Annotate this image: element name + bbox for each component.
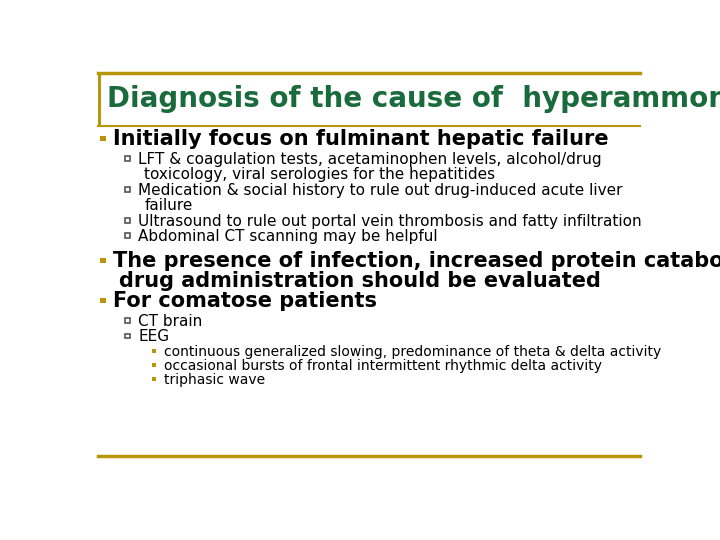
Bar	[125, 318, 130, 323]
Text: triphasic wave: triphasic wave	[163, 373, 265, 387]
Bar	[100, 258, 106, 263]
Text: CT brain: CT brain	[138, 314, 202, 329]
Text: Abdominal CT scanning may be helpful: Abdominal CT scanning may be helpful	[138, 229, 438, 244]
Bar	[100, 136, 106, 141]
Text: toxicology, viral serologies for the hepatitides: toxicology, viral serologies for the hep…	[144, 167, 495, 183]
Bar	[125, 157, 130, 161]
Text: occasional bursts of frontal intermittent rhythmic delta activity: occasional bursts of frontal intermitten…	[163, 359, 602, 373]
Text: For comatose patients: For comatose patients	[113, 291, 377, 311]
Bar	[125, 233, 130, 238]
Bar	[125, 187, 130, 192]
Bar	[98, 72, 101, 126]
Text: LFT & coagulation tests, acetaminophen levels, alcohol/drug: LFT & coagulation tests, acetaminophen l…	[138, 152, 602, 167]
Text: Initially focus on fulminant hepatic failure: Initially focus on fulminant hepatic fai…	[113, 130, 609, 150]
Text: Ultrasound to rule out portal vein thrombosis and fatty infiltration: Ultrasound to rule out portal vein throm…	[138, 214, 642, 228]
Text: continuous generalized slowing, predominance of theta & delta activity: continuous generalized slowing, predomin…	[163, 345, 661, 359]
Bar	[152, 349, 156, 353]
Bar	[152, 363, 156, 367]
Bar	[152, 377, 156, 381]
Text: Medication & social history to rule out drug-induced acute liver: Medication & social history to rule out …	[138, 183, 623, 198]
Bar	[125, 334, 130, 338]
Text: Diagnosis of the cause of  hyperammonem: Diagnosis of the cause of hyperammonem	[107, 85, 720, 113]
Bar	[125, 218, 130, 222]
Bar	[100, 298, 106, 303]
Text: EEG: EEG	[138, 329, 169, 344]
Text: failure: failure	[144, 198, 193, 213]
Text: drug administration should be evaluated: drug administration should be evaluated	[120, 271, 601, 291]
Text: The presence of infection, increased protein catabolism, or: The presence of infection, increased pro…	[113, 251, 720, 271]
